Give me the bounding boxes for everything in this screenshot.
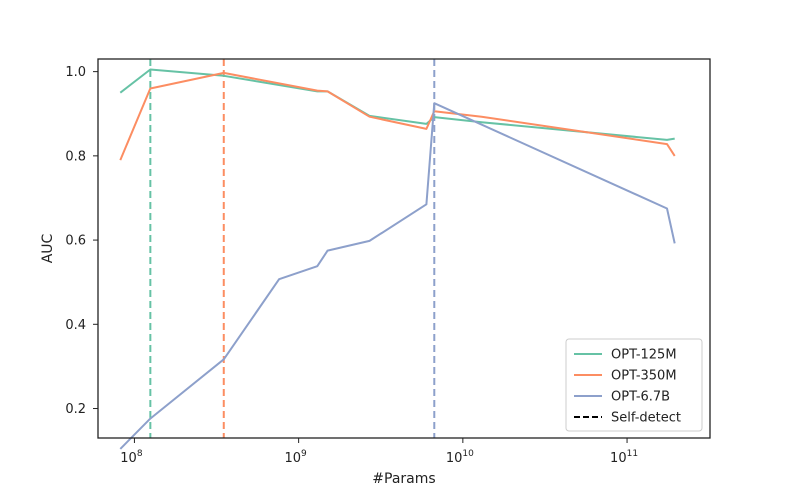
series-line-1 (119, 71, 676, 161)
legend-label-2: OPT-6.7B (611, 390, 670, 405)
legend-label-3: Self-detect (611, 411, 681, 426)
y-tick-label-3: 0.8 (65, 149, 86, 164)
series-line-2 (119, 102, 676, 450)
plot-area (119, 59, 676, 450)
y-tick-label-2: 0.6 (65, 234, 86, 249)
y-tick-label-1: 0.4 (65, 318, 86, 333)
x-tick-label-1: 109 (284, 449, 307, 466)
x-tick-label-0: 108 (120, 449, 143, 466)
x-tick-base-3: 10 (610, 451, 627, 466)
x-tick-exponent-3: 11 (627, 449, 638, 459)
y-tick-label-0: 0.2 (65, 402, 86, 417)
plot-frame (97, 58, 711, 439)
legend-label-1: OPT-350M (611, 369, 677, 384)
x-tick-exponent-2: 10 (462, 449, 474, 459)
x-tick-label-3: 1011 (610, 449, 638, 466)
legend: OPT-125M OPT-350M OPT-6.7B Self-detect (565, 338, 703, 432)
x-tick-base-1: 10 (284, 451, 301, 466)
legend-box (565, 338, 703, 432)
y-tick-label-4: 1.0 (65, 65, 86, 80)
x-tick-base-2: 10 (446, 451, 463, 466)
x-tick-exponent-1: 9 (301, 449, 307, 459)
legend-label-0: OPT-125M (611, 348, 677, 363)
y-axis-label: AUC (40, 233, 56, 263)
x-tick-exponent-0: 8 (137, 449, 143, 459)
x-axis-label: #Params (372, 471, 435, 487)
x-tick-label-2: 1010 (446, 449, 474, 466)
x-tick-base-0: 10 (120, 451, 137, 466)
